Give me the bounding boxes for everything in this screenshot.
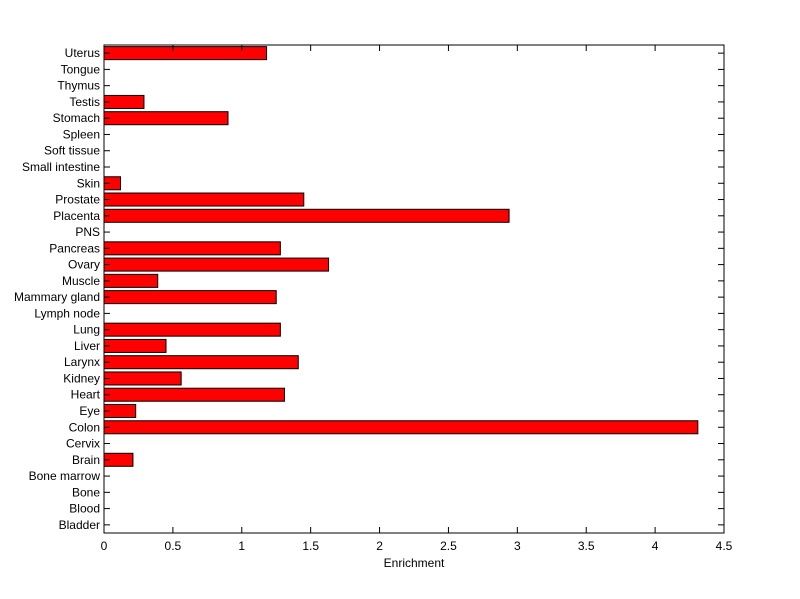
bar-pancreas [103, 241, 281, 256]
y-tick-label: Colon [69, 420, 100, 434]
x-tick-label: 2 [376, 539, 383, 553]
bar-kidney [103, 371, 182, 386]
x-tick-label: 1 [238, 539, 245, 553]
y-tick-label: Lymph node [34, 306, 100, 320]
bar-heart [103, 387, 285, 402]
y-axis-tick-labels: Bladder Blood Bone Bone marrow Brain Cervix Co… [14, 46, 101, 532]
y-tick-label: Muscle [62, 274, 100, 288]
bar-placenta [103, 208, 510, 223]
y-tick-label: Larynx [64, 355, 100, 369]
y-tick-label: Eye [79, 404, 100, 418]
plot-area-frame [103, 44, 725, 534]
y-tick-label: Brain [72, 453, 100, 467]
bars-layer [103, 46, 699, 467]
y-tick-label: Cervix [66, 437, 100, 451]
bar-muscle [103, 273, 159, 288]
y-tick-label: Ovary [68, 258, 100, 272]
bar-ovary [103, 257, 330, 272]
y-tick-label: Bone marrow [29, 469, 101, 483]
bar-larynx [103, 355, 299, 370]
y-tick-label: Prostate [55, 193, 100, 207]
y-tick-label: Blood [69, 502, 100, 516]
y-tick-label: Heart [71, 388, 101, 402]
y-tick-label: PNS [75, 225, 100, 239]
x-tick-label: 3 [514, 539, 521, 553]
x-tick-label: 4 [652, 539, 659, 553]
y-tick-label: Uterus [65, 46, 100, 60]
bar-lung [103, 322, 281, 337]
y-tick-label: Soft tissue [44, 144, 100, 158]
y-tick-label: Small intestine [22, 160, 100, 174]
x-tick-label: 0.5 [165, 539, 182, 553]
y-tick-label: Skin [77, 176, 100, 190]
bar-liver [103, 338, 167, 353]
y-tick-label: Stomach [53, 111, 100, 125]
x-tick-label: 4.5 [716, 539, 733, 553]
y-tick-label: Mammary gland [14, 290, 100, 304]
axis-ticks [103, 45, 725, 533]
y-tick-label: Testis [69, 95, 100, 109]
y-tick-label: Tongue [61, 62, 101, 76]
bar-colon [103, 420, 699, 435]
x-axis-label: Enrichment [384, 556, 445, 570]
y-tick-label: Liver [74, 339, 100, 353]
y-tick-label: Kidney [63, 371, 100, 385]
bar-stomach [103, 111, 229, 126]
y-tick-label: Thymus [57, 79, 100, 93]
y-tick-label: Pancreas [49, 241, 100, 255]
x-tick-label: 2.5 [440, 539, 457, 553]
y-tick-label: Lung [73, 323, 100, 337]
y-tick-label: Bladder [59, 518, 100, 532]
x-tick-label: 3.5 [578, 539, 595, 553]
y-tick-label: Bone [72, 485, 100, 499]
bar-prostate [103, 192, 305, 207]
x-axis-tick-labels: 0 0.5 1 1.5 2 2.5 3 3.5 4 4.5 [101, 539, 733, 553]
y-tick-label: Spleen [63, 127, 100, 141]
y-tick-label: Placenta [53, 209, 100, 223]
bar-mammary-gland [103, 290, 277, 305]
x-tick-label: 1.5 [302, 539, 319, 553]
x-tick-label: 0 [101, 539, 108, 553]
